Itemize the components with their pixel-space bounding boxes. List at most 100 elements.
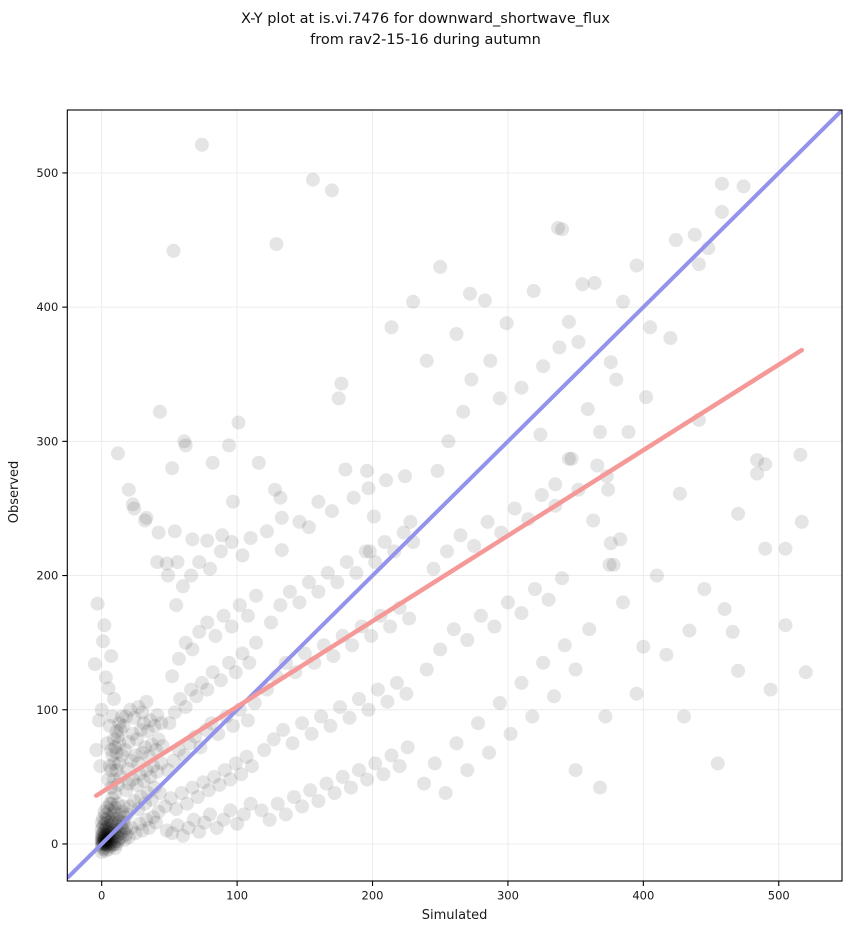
scatter-point: [166, 243, 181, 258]
scatter-point: [270, 796, 285, 811]
scatter-point: [235, 548, 250, 563]
scatter-point: [216, 812, 231, 827]
scatter-point: [94, 815, 109, 830]
ticks-layer: 0 100 200 300 400 500 0 100 200 300 400 500: [36, 166, 789, 903]
scatter-point: [201, 783, 216, 798]
scatter-point: [499, 316, 514, 331]
scatter-point: [330, 575, 345, 590]
scatter-point: [361, 481, 376, 496]
scatter-point: [249, 635, 264, 650]
scatter-point: [473, 608, 488, 623]
scatter-point: [368, 756, 383, 771]
scatter-point: [161, 568, 175, 583]
scatter-point: [101, 810, 116, 825]
scatter-point: [112, 736, 127, 751]
scatter-point: [691, 257, 706, 272]
scatter-point: [119, 827, 134, 842]
scatter-point: [217, 763, 232, 778]
scatter-point: [467, 539, 482, 553]
scatter-point: [108, 834, 123, 849]
scatter-point: [125, 497, 140, 512]
scatter-point: [710, 756, 725, 771]
grid-layer: [67, 110, 842, 881]
scatter-point: [750, 466, 765, 481]
scatter-point: [449, 736, 464, 751]
scatter-point: [593, 425, 607, 439]
scatter-point: [536, 359, 551, 374]
scatter-point: [360, 463, 375, 478]
scatter-point: [142, 820, 157, 835]
scatter-point: [108, 786, 123, 800]
x-tick-label: 400: [632, 889, 654, 903]
scatter-point: [234, 767, 249, 782]
scatter-point: [383, 619, 398, 634]
scatter-point: [101, 842, 116, 857]
scatter-point: [146, 810, 161, 825]
scatter-point: [460, 633, 475, 647]
scatter-point: [216, 608, 231, 623]
scatter-point: [629, 258, 644, 273]
scatter-point: [200, 615, 215, 630]
scatter-point: [285, 736, 300, 751]
scatter-point: [725, 624, 740, 639]
scatter-point: [295, 799, 310, 814]
scatter-point: [167, 705, 182, 720]
scatter-point: [108, 740, 123, 755]
scatter-point: [555, 571, 570, 586]
scatter-point: [304, 726, 319, 741]
scatter-point: [603, 536, 618, 551]
scatter-point: [305, 172, 320, 187]
scatter-point: [427, 756, 442, 771]
scatter-point: [643, 320, 658, 335]
scatter-point: [525, 709, 540, 724]
scatter-point: [514, 380, 529, 395]
scatter-point: [140, 724, 155, 739]
scatter-point: [731, 663, 746, 678]
x-tick-label: 0: [98, 889, 105, 903]
scatter-point: [106, 756, 121, 771]
scatter-point: [482, 745, 496, 760]
scatter-point: [249, 588, 264, 603]
scatter-point: [360, 772, 375, 787]
scatter-point: [380, 694, 395, 709]
scatter-point: [352, 763, 366, 778]
scatter-point: [98, 807, 113, 822]
scatter-point: [778, 541, 793, 556]
scatter-point: [547, 689, 561, 704]
scatter-point: [169, 598, 184, 613]
scatter-point: [463, 286, 477, 301]
scatter-point: [456, 404, 471, 419]
scatter-point: [178, 635, 193, 650]
scatter-point: [139, 510, 154, 525]
scatter-point: [186, 812, 201, 827]
scatter-point: [587, 276, 602, 290]
scatter-point: [548, 477, 563, 492]
y-tick-label: 500: [36, 166, 58, 180]
scatter-point: [343, 780, 358, 795]
scatter-point: [154, 716, 169, 731]
y-tick-label: 400: [36, 300, 58, 314]
scatter-point: [440, 544, 454, 559]
scatter-point: [464, 372, 479, 387]
scatter-point: [215, 528, 230, 543]
scatter-point: [575, 277, 590, 292]
scatter-point: [98, 837, 113, 851]
scatter-point: [235, 646, 250, 661]
scatter-point: [94, 832, 109, 847]
scatter-point: [335, 769, 350, 784]
scatter-point: [222, 438, 236, 453]
scatter-point: [165, 669, 180, 684]
scatter-point: [636, 639, 651, 654]
scatter-point: [110, 729, 125, 744]
scatter-point: [345, 638, 360, 653]
scatter-point: [376, 767, 391, 782]
scatter-point: [121, 830, 136, 845]
scatter-point: [87, 657, 102, 672]
scatter-point: [203, 561, 217, 576]
scatter-point: [598, 709, 613, 724]
scatter-point: [536, 655, 551, 670]
scatter-point: [143, 713, 158, 728]
scatter-point: [115, 709, 129, 724]
scatter-point: [441, 434, 456, 449]
scatter-point: [492, 391, 507, 406]
